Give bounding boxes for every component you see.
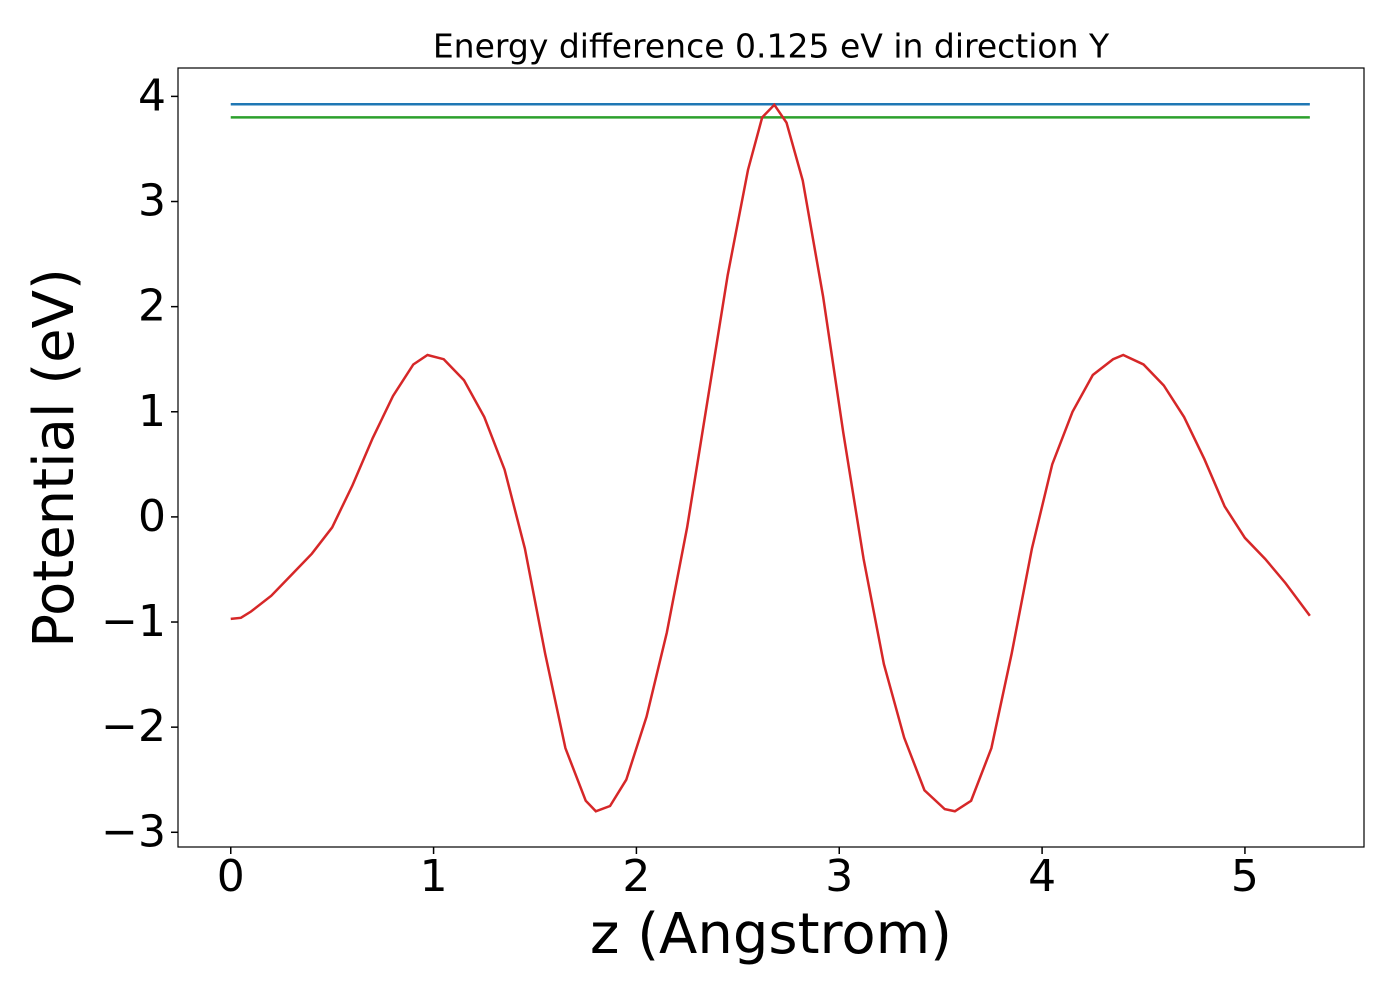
y-tick-label: 4 xyxy=(138,70,166,121)
x-tick-label: 3 xyxy=(825,851,853,902)
y-axis-label: Potential (eV) xyxy=(22,268,87,648)
x-tick-label: 5 xyxy=(1231,851,1259,902)
y-tick-label: −2 xyxy=(101,701,166,752)
y-tick-label: 3 xyxy=(138,176,166,227)
data-line xyxy=(230,102,1311,813)
y-tick-label: 2 xyxy=(138,281,166,332)
y-tick-label: 1 xyxy=(138,386,166,437)
y-tick-label: 0 xyxy=(138,491,166,542)
x-tick-label: 1 xyxy=(420,851,448,902)
y-tick-label: −3 xyxy=(101,806,166,857)
plot-frame xyxy=(177,67,1365,848)
x-tick-label: 0 xyxy=(217,851,245,902)
y-tick-label: −1 xyxy=(101,596,166,647)
x-axis-label: z (Angstrom) xyxy=(590,902,952,967)
x-tick-label: 2 xyxy=(622,851,650,902)
x-tick-label: 4 xyxy=(1028,851,1056,902)
chart-title: Energy difference 0.125 eV in direction … xyxy=(433,27,1110,66)
